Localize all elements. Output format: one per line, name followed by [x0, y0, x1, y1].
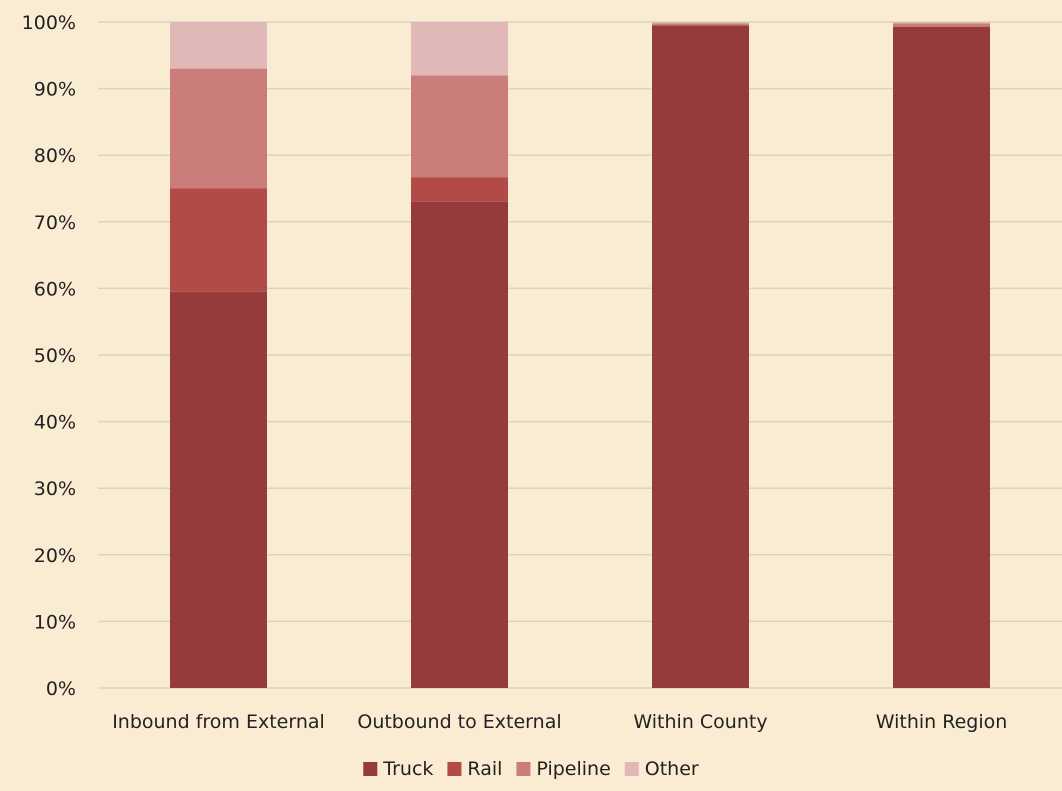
bar-segment-truck [893, 26, 990, 689]
legend-swatch [447, 762, 462, 776]
y-tick-label: 0% [46, 678, 76, 700]
y-tick-label: 40% [34, 412, 76, 434]
legend-item-truck: Truck [363, 758, 433, 780]
x-category-label: Inbound from External [112, 711, 325, 733]
bar-segment-other [170, 22, 267, 69]
legend-item-other: Other [624, 758, 699, 780]
legend-label: Pipeline [536, 758, 610, 780]
bar-segment-rail [170, 188, 267, 292]
bar-segment-truck [170, 291, 267, 688]
y-tick-label: 30% [34, 478, 76, 500]
bar-segment-rail [411, 177, 508, 202]
x-category-label: Within Region [876, 711, 1008, 733]
legend-swatch [624, 762, 639, 776]
bar-segment-other [652, 22, 749, 24]
y-tick-label: 50% [34, 345, 76, 367]
legend-item-pipeline: Pipeline [516, 758, 611, 780]
legend-label: Truck [382, 758, 433, 780]
y-tick-label: 60% [34, 278, 76, 300]
bars [170, 22, 990, 689]
legend-label: Rail [467, 758, 502, 780]
y-tick-label: 90% [34, 79, 76, 101]
legend-item-rail: Rail [447, 758, 502, 780]
bar-segment-pipeline [652, 23, 749, 26]
bar-segment-pipeline [893, 23, 990, 27]
legend-label: Other [645, 758, 699, 780]
y-tick-label: 80% [34, 145, 76, 167]
x-axis-category-labels: Inbound from External Outbound to Externa… [112, 711, 1007, 733]
y-tick-label: 10% [34, 611, 76, 633]
y-tick-label: 100% [22, 12, 76, 34]
bar-segment-truck [652, 25, 749, 688]
bar-segment-truck [411, 201, 508, 688]
y-tick-label: 70% [34, 212, 76, 234]
bar-segment-other [411, 22, 508, 76]
legend-swatch [363, 762, 378, 776]
bar-segment-pipeline [170, 68, 267, 189]
x-category-label: Outbound to External [357, 711, 561, 733]
x-category-label: Within County [633, 711, 767, 733]
y-axis-tick-labels: 0% 10% 20% 30% 40% 50% 60% 70% 80% 90% 100% [22, 12, 76, 700]
y-tick-label: 20% [34, 545, 76, 567]
legend-swatch [516, 762, 531, 776]
bar-segment-other [893, 22, 990, 24]
bar-segment-pipeline [411, 75, 508, 178]
legend: Truck Rail Pipeline Other [363, 758, 699, 780]
